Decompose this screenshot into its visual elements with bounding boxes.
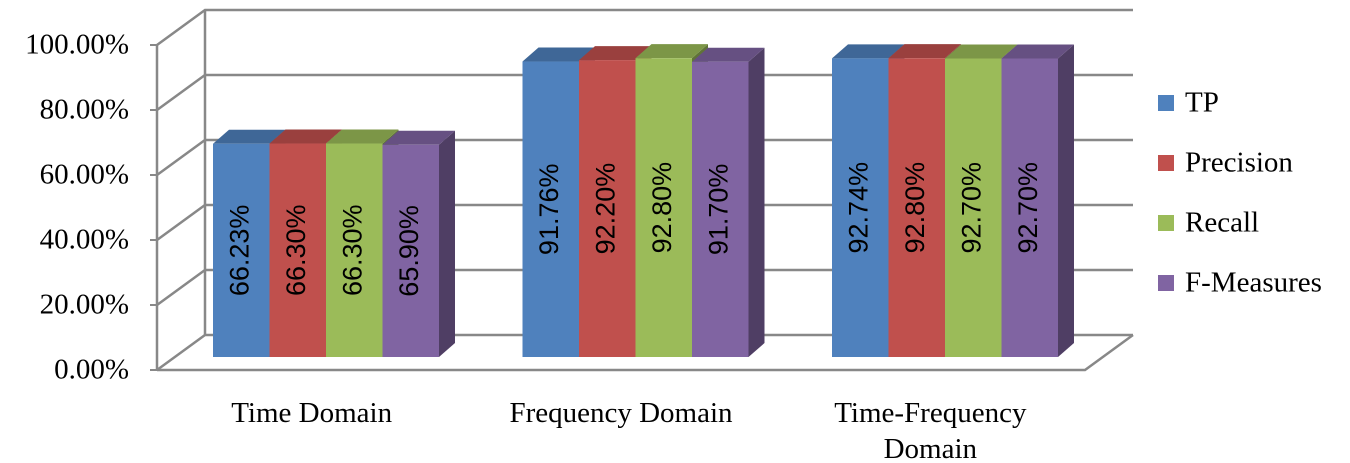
bar	[382, 144, 439, 357]
bar-top	[832, 44, 905, 59]
value-label: 92.80%	[647, 162, 677, 254]
bar-side	[748, 47, 765, 357]
bar	[213, 143, 270, 357]
legend-label: TP	[1185, 87, 1219, 119]
bar	[522, 61, 579, 357]
bar-top	[692, 47, 765, 62]
bar	[945, 58, 1002, 357]
legend-swatch	[1158, 215, 1174, 231]
bar-top	[269, 129, 342, 144]
legend-label: F-Measures	[1185, 267, 1322, 299]
y-tick-label: 100.00%	[25, 29, 129, 61]
grid-line	[156, 8, 1133, 47]
value-label: 92.74%	[843, 162, 873, 254]
y-tick-label: 0.00%	[54, 354, 129, 386]
x-tick-label: Frequency Domain	[509, 397, 733, 429]
y-tick-label: 60.00%	[40, 159, 129, 191]
bar-top	[888, 44, 961, 59]
bar	[888, 58, 945, 358]
legend-swatch	[1158, 275, 1174, 291]
value-label: 66.30%	[281, 204, 311, 296]
floor-edge	[157, 333, 1134, 372]
value-label: 92.80%	[900, 162, 930, 254]
value-label: 92.70%	[956, 162, 986, 254]
value-label: 92.20%	[590, 163, 620, 255]
bar	[326, 143, 383, 357]
bar	[692, 61, 749, 357]
x-tick-label: Time-Frequency Domain	[834, 397, 1027, 463]
y-tick-label: 40.00%	[40, 224, 129, 256]
bar	[269, 143, 326, 357]
legend-label: Precision	[1185, 147, 1293, 179]
value-label: 92.70%	[1013, 162, 1043, 254]
bar-top	[213, 129, 286, 144]
bar-top	[522, 47, 595, 62]
bar	[635, 58, 692, 358]
bar-top	[382, 130, 455, 145]
bar-side	[1058, 44, 1074, 357]
x-tick-label: Time Domain	[231, 397, 393, 429]
bar-top	[579, 46, 652, 61]
legend-label: Recall	[1185, 207, 1259, 239]
legend-swatch	[1158, 95, 1174, 111]
bar-top	[1001, 44, 1074, 59]
bar-top	[945, 44, 1018, 59]
value-label: 91.70%	[703, 164, 733, 256]
value-label: 65.90%	[394, 205, 424, 297]
value-label: 66.23%	[224, 205, 254, 297]
value-label: 91.76%	[534, 163, 564, 255]
bar-top	[635, 44, 708, 59]
legend-swatch	[1158, 155, 1174, 171]
bar	[832, 58, 889, 358]
y-tick-label: 80.00%	[40, 94, 129, 126]
bar	[579, 60, 636, 358]
bar-top	[326, 129, 399, 144]
value-label: 66.30%	[337, 204, 367, 296]
bar	[1001, 58, 1058, 357]
bar-side	[439, 130, 455, 357]
y-tick-label: 20.00%	[40, 289, 129, 321]
